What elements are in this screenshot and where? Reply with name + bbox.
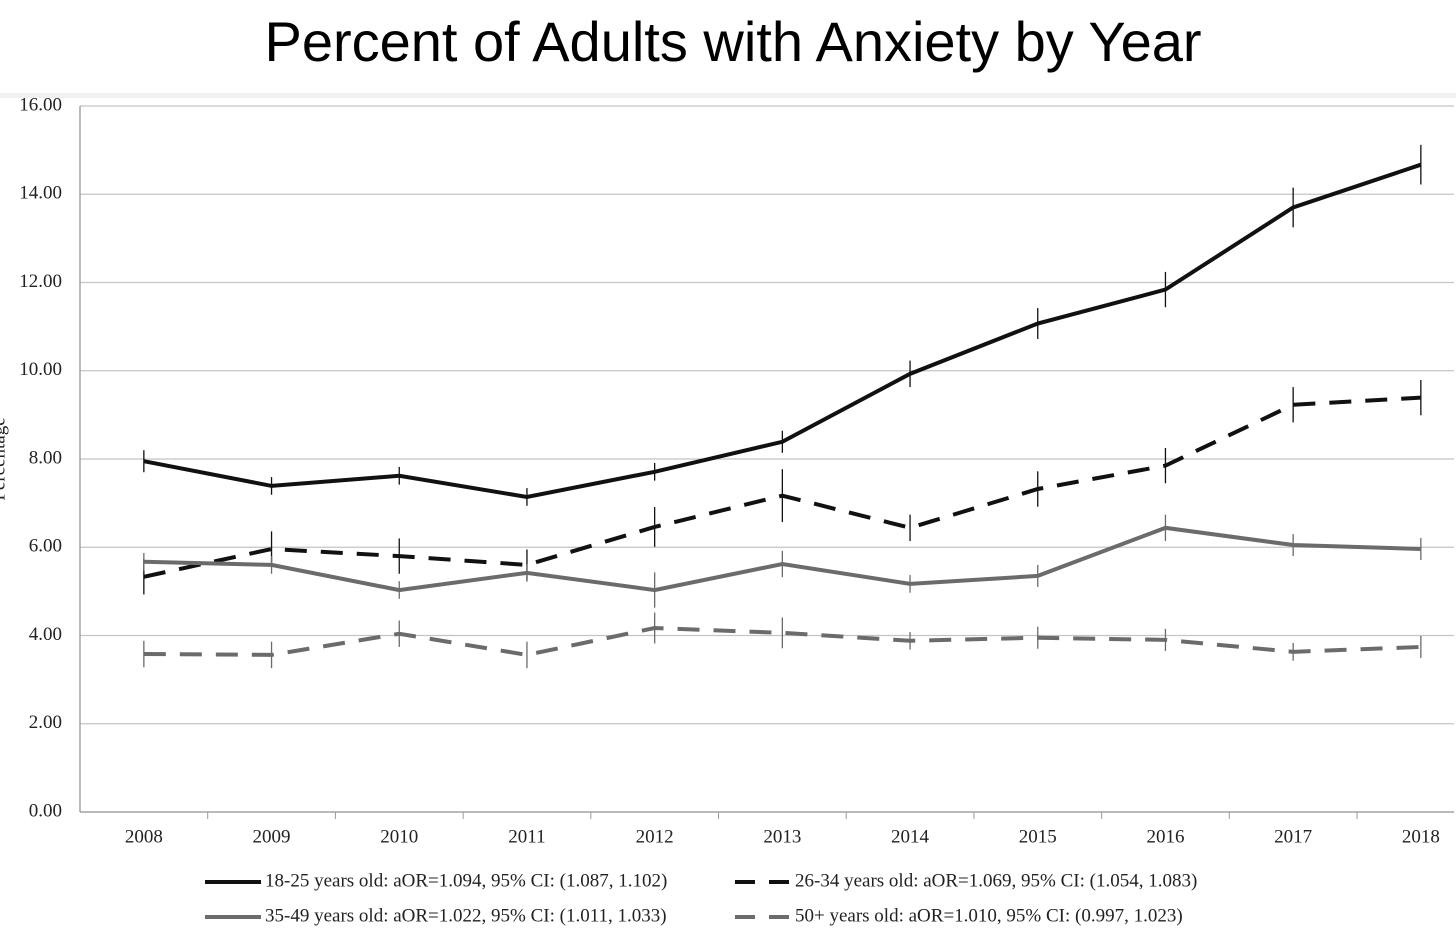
x-tick-label: 2012: [636, 826, 674, 847]
x-tick-label: 2008: [125, 826, 163, 847]
x-tick-label: 2016: [1146, 826, 1184, 847]
x-tick-label: 2015: [1019, 826, 1057, 847]
y-tick-label: 10.00: [19, 359, 62, 380]
x-tick-label: 2014: [891, 826, 930, 847]
x-tick-label: 2013: [763, 826, 801, 847]
x-tick-label: 2011: [508, 826, 545, 847]
x-tick-label: 2018: [1402, 826, 1440, 847]
x-tick-label: 2010: [380, 826, 418, 847]
y-tick-label: 14.00: [19, 183, 62, 204]
y-tick-label: 4.00: [29, 624, 62, 645]
x-tick-label: 2009: [253, 826, 291, 847]
y-tick-label: 2.00: [29, 712, 62, 733]
title-divider: [0, 93, 1456, 98]
legend-label: 26-34 years old: aOR=1.069, 95% CI: (1.0…: [795, 870, 1197, 891]
x-tick-label: 2017: [1274, 826, 1312, 847]
y-tick-label: 12.00: [19, 271, 62, 292]
legend-label: 18-25 years old: aOR=1.094, 95% CI: (1.0…: [265, 870, 667, 891]
y-tick-label: 8.00: [29, 447, 62, 468]
y-tick-label: 16.00: [19, 94, 62, 115]
y-axis-label: Percentage: [0, 417, 9, 500]
legend-label: 50+ years old: aOR=1.010, 95% CI: (0.997…: [795, 905, 1183, 926]
legend-label: 35-49 years old: aOR=1.022, 95% CI: (1.0…: [265, 905, 667, 926]
y-tick-label: 0.00: [29, 800, 62, 821]
y-tick-label: 6.00: [29, 536, 62, 557]
chart-title: Percent of Adults with Anxiety by Year: [264, 10, 1201, 73]
